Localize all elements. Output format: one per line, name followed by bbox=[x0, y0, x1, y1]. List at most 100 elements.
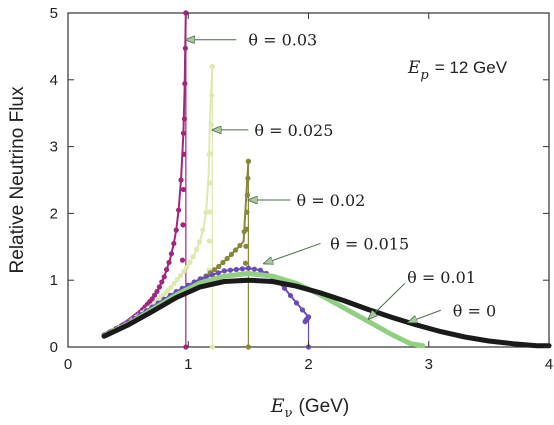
annotation-arrow bbox=[369, 283, 406, 319]
series-line bbox=[103, 12, 187, 336]
data-point bbox=[221, 268, 227, 274]
data-point bbox=[245, 175, 251, 181]
data-point bbox=[154, 288, 160, 295]
data-point bbox=[299, 307, 306, 313]
x-axis-subscript: ν bbox=[285, 406, 293, 421]
data-point bbox=[166, 259, 172, 266]
data-point bbox=[187, 259, 193, 265]
data-point bbox=[239, 266, 245, 272]
data-point bbox=[251, 266, 257, 272]
data-point bbox=[206, 238, 213, 244]
y-tick-label: 4 bbox=[50, 72, 58, 89]
data-point bbox=[287, 292, 294, 299]
annotation-label: θ = 0.02 bbox=[296, 191, 365, 210]
data-point bbox=[209, 92, 215, 99]
data-point bbox=[211, 267, 218, 273]
data-point bbox=[151, 292, 158, 298]
ticks-layer: 0 1 2 3 4 0 1 2 3 4 5 bbox=[50, 5, 554, 373]
data-point bbox=[257, 267, 263, 273]
series-5 bbox=[101, 277, 552, 349]
y-axis-title: Relative Neutrino Flux bbox=[7, 86, 28, 273]
data-point bbox=[168, 251, 175, 257]
y-tick-label: 2 bbox=[50, 205, 58, 222]
data-point bbox=[176, 207, 182, 213]
proton-energy-label: Ep = 12 GeV bbox=[407, 58, 508, 83]
series-line bbox=[101, 277, 552, 349]
data-point bbox=[233, 247, 239, 253]
data-point bbox=[180, 130, 187, 136]
data-point bbox=[173, 227, 179, 233]
y-tick-label: 5 bbox=[50, 5, 58, 22]
data-point bbox=[293, 300, 300, 306]
series-line bbox=[103, 65, 214, 336]
annotation-arrow bbox=[408, 309, 441, 322]
data-point bbox=[168, 284, 174, 290]
data-point bbox=[227, 267, 233, 273]
data-point bbox=[178, 177, 184, 183]
data-point bbox=[181, 269, 187, 275]
data-point bbox=[237, 242, 243, 249]
data-point bbox=[196, 239, 203, 245]
x-tick-label: 4 bbox=[545, 356, 553, 373]
data-point bbox=[244, 192, 251, 198]
data-point bbox=[209, 63, 215, 70]
series-2 bbox=[101, 158, 251, 350]
data-point bbox=[216, 263, 222, 270]
data-point bbox=[215, 270, 221, 276]
annotation-label: θ = 0.03 bbox=[248, 31, 317, 50]
data-point bbox=[174, 276, 180, 283]
data-point bbox=[183, 10, 189, 16]
data-point bbox=[177, 273, 184, 279]
data-point bbox=[203, 209, 209, 215]
data-point bbox=[220, 259, 226, 266]
data-point bbox=[180, 222, 186, 228]
data-point bbox=[190, 254, 196, 260]
data-point bbox=[207, 209, 213, 215]
x-axis-title: Eν (GeV) bbox=[270, 395, 349, 421]
data-point bbox=[159, 279, 165, 285]
y-tick-label: 0 bbox=[50, 339, 58, 356]
data-point bbox=[209, 272, 215, 278]
data-point bbox=[181, 116, 188, 122]
data-point bbox=[165, 287, 171, 294]
cutoff-point bbox=[209, 344, 215, 350]
series-line bbox=[103, 160, 250, 336]
data-point bbox=[182, 45, 188, 51]
ep-subscript: p bbox=[420, 68, 429, 83]
annotation-label: θ = 0.01 bbox=[407, 268, 476, 287]
data-point bbox=[149, 296, 155, 302]
data-point bbox=[305, 314, 312, 320]
y-tick-label: 1 bbox=[50, 272, 58, 289]
data-point bbox=[161, 274, 167, 280]
annotation-arrow bbox=[264, 242, 321, 263]
annotation-layer: θ = 0.03 θ = 0.025 θ = 0.02 θ = 0.015 θ = 0.… bbox=[186, 31, 496, 323]
y-tick-label: 3 bbox=[50, 139, 58, 156]
x-axis-unit: (GeV) bbox=[299, 396, 350, 417]
data-point bbox=[156, 284, 162, 290]
data-point bbox=[243, 226, 250, 232]
data-point bbox=[244, 209, 250, 215]
cutoff-point bbox=[245, 344, 251, 350]
x-tick-label: 0 bbox=[64, 356, 72, 373]
data-point bbox=[171, 280, 177, 287]
annotation-label: θ = 0.015 bbox=[330, 234, 409, 253]
data-point bbox=[181, 151, 187, 157]
data-point bbox=[180, 186, 187, 193]
ep-symbol: E bbox=[407, 58, 421, 78]
cutoff-point bbox=[183, 344, 189, 350]
series-layer bbox=[101, 10, 552, 350]
data-point bbox=[171, 240, 177, 247]
data-point bbox=[245, 265, 251, 271]
data-point bbox=[281, 285, 288, 291]
x-tick-label: 3 bbox=[425, 356, 433, 373]
x-axis-symbol: E bbox=[270, 395, 285, 417]
data-point bbox=[243, 243, 249, 249]
data-point bbox=[200, 227, 206, 233]
data-point bbox=[233, 266, 239, 273]
data-point bbox=[208, 122, 214, 128]
data-point bbox=[182, 81, 188, 87]
data-point bbox=[164, 267, 170, 273]
data-point bbox=[224, 255, 230, 262]
x-tick-label: 1 bbox=[184, 356, 192, 373]
